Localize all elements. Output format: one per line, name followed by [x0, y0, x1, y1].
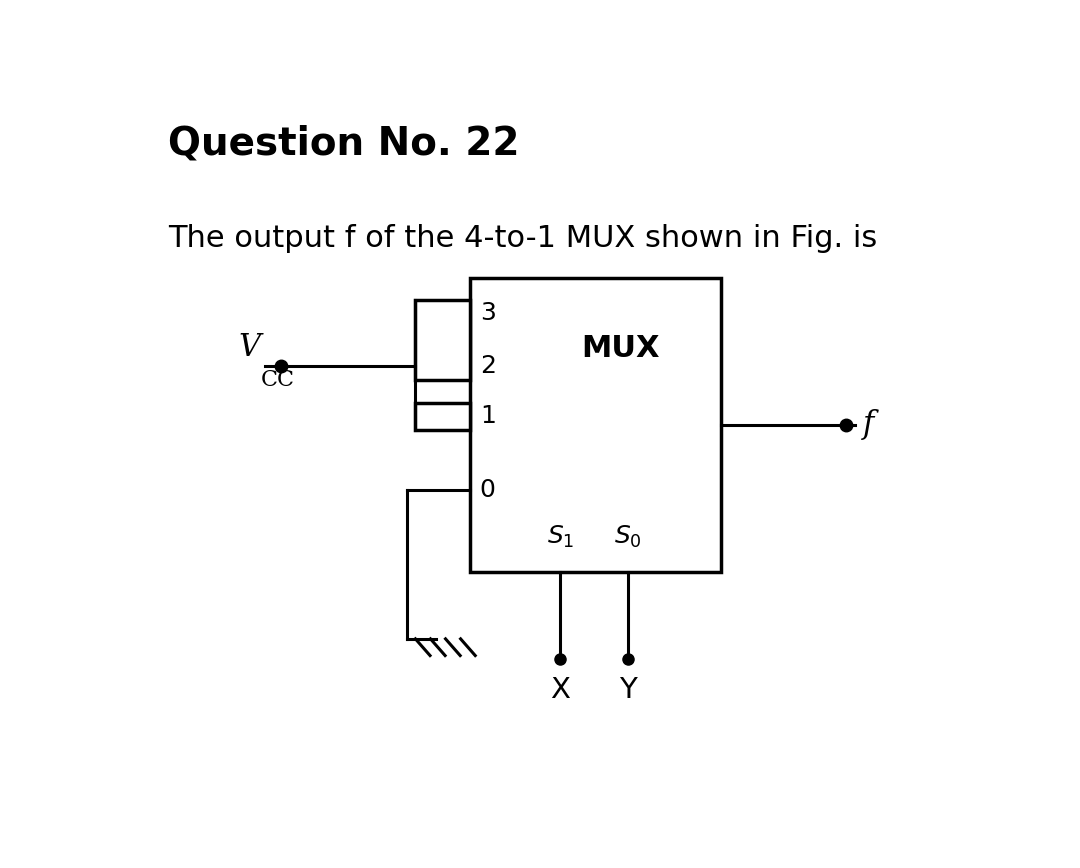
Text: The output f of the 4-to-1 MUX shown in Fig. is: The output f of the 4-to-1 MUX shown in … [168, 225, 878, 253]
Text: 2: 2 [480, 354, 496, 378]
Text: f: f [863, 410, 875, 440]
Text: MUX: MUX [581, 334, 660, 363]
Bar [416, 403, 470, 430]
Text: V: V [239, 332, 260, 363]
Text: 3: 3 [480, 301, 496, 326]
Text: CC: CC [260, 370, 295, 391]
Text: $S_0$: $S_0$ [615, 523, 642, 549]
Text: Y: Y [619, 675, 637, 704]
Text: 1: 1 [480, 404, 496, 428]
Text: X: X [550, 675, 570, 704]
Bar [416, 299, 470, 379]
Text: 0: 0 [480, 477, 496, 502]
Bar [470, 278, 721, 572]
Text: Question No. 22: Question No. 22 [168, 124, 519, 162]
Text: $S_1$: $S_1$ [546, 523, 573, 549]
